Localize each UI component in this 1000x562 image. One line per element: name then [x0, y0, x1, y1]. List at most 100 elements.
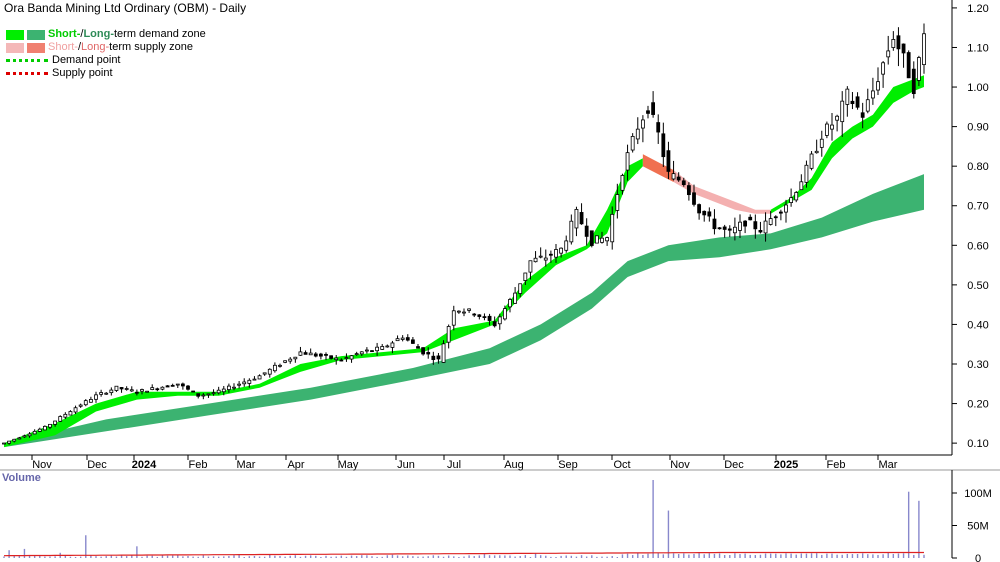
date-tick-label: Feb [189, 459, 208, 471]
price-bar [753, 214, 758, 239]
price-bar [732, 217, 737, 241]
bar-body [809, 153, 814, 169]
price-bar [554, 243, 558, 263]
price-bar [446, 324, 451, 349]
bar-body [109, 389, 114, 394]
price-bar [109, 387, 114, 396]
bar-body [916, 57, 921, 81]
bar-body [543, 257, 548, 261]
price-tick-label: 0.20 [967, 399, 988, 411]
price-bar [2, 442, 6, 445]
price-bar [656, 114, 661, 144]
bar-body [196, 393, 201, 397]
bar-body [523, 272, 528, 281]
bar-body [114, 385, 119, 391]
price-bar [262, 372, 267, 376]
bar-body [804, 164, 809, 183]
price-bar [896, 27, 901, 67]
bar-body [344, 357, 349, 359]
bar-body [462, 311, 466, 314]
price-bar [201, 393, 206, 400]
bar-body [58, 416, 63, 422]
bar-body [600, 237, 604, 243]
price-bar [339, 358, 344, 362]
bar-body [216, 389, 221, 394]
short-term-supply-band [642, 154, 771, 214]
legend-demand-point: Demand point [6, 54, 206, 67]
bar-body [226, 385, 231, 390]
price-bar [722, 224, 727, 238]
price-bar [784, 199, 788, 223]
price-bar [584, 218, 589, 246]
bar-body [170, 384, 175, 387]
price-tick-label: 0.90 [967, 122, 988, 134]
bar-body [390, 342, 395, 348]
price-bar [364, 347, 369, 354]
bar-body [569, 220, 574, 243]
bar-body [860, 112, 865, 118]
bar-body [324, 353, 328, 356]
bar-body [518, 283, 523, 294]
price-bar [134, 389, 139, 396]
price-bar [768, 211, 773, 226]
bar-body [175, 383, 180, 386]
bar-body [768, 218, 773, 225]
price-bar [395, 335, 400, 342]
price-bar [206, 393, 211, 398]
bar-body [870, 90, 875, 99]
price-bar [17, 436, 22, 440]
supply-overlap-band [642, 154, 674, 182]
price-bar [421, 347, 426, 356]
bar-body [134, 391, 139, 394]
price-bar [589, 230, 594, 248]
price-bar [42, 425, 47, 431]
price-bar [150, 384, 155, 391]
price-bar [794, 191, 799, 203]
price-bar [380, 343, 385, 350]
price-bar [615, 183, 620, 219]
bar-body [191, 390, 196, 393]
price-bar [692, 184, 696, 207]
price-bar [922, 23, 926, 74]
bar-body [891, 39, 896, 48]
price-bar [850, 92, 855, 110]
bar-body [232, 386, 236, 389]
price-bar [518, 283, 523, 298]
bar-body [160, 386, 165, 390]
price-bar [416, 343, 420, 349]
price-bar [594, 235, 599, 244]
price-bar [600, 231, 604, 244]
price-bar [456, 310, 461, 314]
price-bar [431, 351, 436, 365]
long-term-demand-band [4, 174, 924, 448]
volume-tick-label: 0 [975, 553, 981, 562]
bar-body [564, 240, 569, 251]
price-bar [778, 209, 783, 221]
date-tick-label: Jul [447, 459, 461, 471]
price-bar [298, 346, 303, 356]
bar-body [180, 383, 185, 387]
bar-body [850, 100, 855, 105]
bar-body [94, 394, 98, 400]
bar-body [676, 176, 681, 181]
bar-body [646, 110, 650, 114]
price-bar [640, 115, 645, 143]
bar-body [824, 123, 829, 136]
price-bar [574, 206, 579, 237]
price-bar [620, 173, 625, 195]
short-term-demand-swatch [6, 29, 24, 40]
bar-body [763, 220, 768, 234]
bar-body [272, 364, 277, 372]
bar-body [431, 355, 436, 360]
bar-body [574, 209, 579, 229]
bar-body [477, 314, 482, 317]
price-bar [462, 308, 466, 317]
price-bar [186, 384, 190, 391]
price-bar [671, 160, 676, 181]
price-bar [410, 336, 415, 344]
price-bar [170, 383, 175, 387]
price-bar [497, 313, 502, 330]
bar-body [589, 230, 594, 246]
price-bar [155, 387, 160, 392]
